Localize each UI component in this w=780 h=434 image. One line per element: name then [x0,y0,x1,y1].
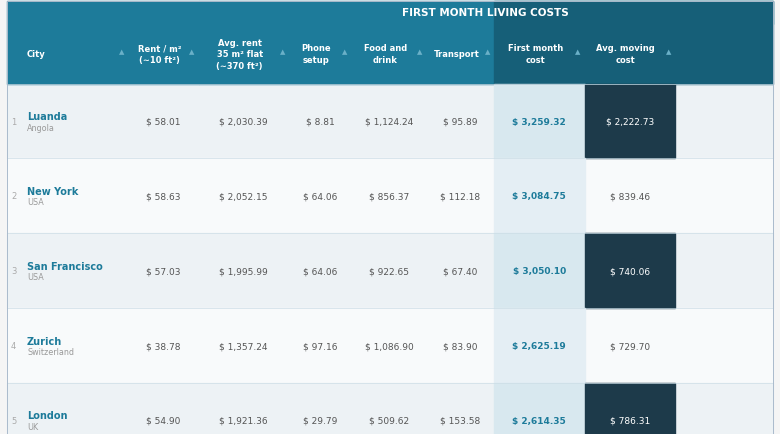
Bar [7,85,773,159]
Text: $ 29.79: $ 29.79 [303,416,338,425]
Bar [7,159,773,234]
Text: Phone
setup: Phone setup [302,44,331,65]
Bar [584,85,675,159]
Text: $ 54.90: $ 54.90 [146,416,180,425]
Bar [198,25,495,85]
Text: $ 729.70: $ 729.70 [610,341,650,350]
Text: UK: UK [27,422,38,431]
Bar [495,85,584,159]
Bar [7,2,198,85]
Text: $ 1,995.99: $ 1,995.99 [219,266,268,276]
Text: Transport: Transport [434,50,480,59]
Text: $ 922.65: $ 922.65 [369,266,410,276]
Text: Food and
drink: Food and drink [363,44,407,65]
Text: $ 1,357.24: $ 1,357.24 [219,341,268,350]
Text: USA: USA [27,273,44,282]
Bar [495,159,584,234]
Text: $ 2,052.15: $ 2,052.15 [219,192,268,201]
Text: ▲: ▲ [417,49,423,56]
Text: Rent / m²
(∼10 ft²): Rent / m² (∼10 ft²) [137,44,181,65]
Text: Avg. rent
35 m² flat
(∼370 ft²): Avg. rent 35 m² flat (∼370 ft²) [216,39,263,70]
Text: $ 2,614.35: $ 2,614.35 [512,416,566,425]
Bar [495,309,584,383]
Text: $ 64.06: $ 64.06 [303,192,338,201]
Text: $ 856.37: $ 856.37 [369,192,410,201]
Text: Avg. moving
cost: Avg. moving cost [597,44,655,65]
Text: $ 3,259.32: $ 3,259.32 [512,117,566,126]
Text: 5: 5 [11,416,16,425]
Text: $ 67.40: $ 67.40 [443,266,477,276]
Text: $ 58.01: $ 58.01 [146,117,180,126]
Text: $ 3,050.10: $ 3,050.10 [512,266,566,276]
Text: ▲: ▲ [279,49,285,56]
Text: 1: 1 [11,117,16,126]
Text: $ 2,625.19: $ 2,625.19 [512,341,566,350]
Text: $ 97.16: $ 97.16 [303,341,338,350]
Text: $ 740.06: $ 740.06 [610,266,650,276]
Text: 2: 2 [11,192,16,201]
Text: $ 8.81: $ 8.81 [306,117,335,126]
Bar [7,234,773,309]
Text: Angola: Angola [27,123,55,132]
Text: $ 58.63: $ 58.63 [146,192,180,201]
Text: $ 1,921.36: $ 1,921.36 [219,416,268,425]
Text: ▲: ▲ [342,49,348,56]
Text: $ 153.58: $ 153.58 [441,416,480,425]
Text: $ 64.06: $ 64.06 [303,266,338,276]
Text: London: London [27,411,68,421]
Text: $ 509.62: $ 509.62 [369,416,410,425]
Text: $ 839.46: $ 839.46 [610,192,650,201]
Text: 3: 3 [11,266,16,276]
Text: $ 112.18: $ 112.18 [441,192,480,201]
Text: USA: USA [27,198,44,207]
Text: Zurich: Zurich [27,336,62,346]
Text: $ 1,086.90: $ 1,086.90 [365,341,413,350]
Text: 4: 4 [11,341,16,350]
Bar [584,234,675,309]
Text: City: City [27,50,46,59]
Bar [584,383,675,434]
Text: New York: New York [27,187,78,197]
Text: San Francisco: San Francisco [27,261,103,271]
Text: $ 3,084.75: $ 3,084.75 [512,192,566,201]
Text: $ 786.31: $ 786.31 [610,416,650,425]
Text: $ 38.78: $ 38.78 [146,341,180,350]
Text: $ 57.03: $ 57.03 [146,266,180,276]
Text: Switzerland: Switzerland [27,347,74,356]
Text: ▲: ▲ [119,49,124,56]
Text: $ 2,222.73: $ 2,222.73 [605,117,654,126]
Bar [495,234,584,309]
Text: $ 83.90: $ 83.90 [443,341,477,350]
Text: First month
cost: First month cost [508,44,563,65]
Bar [198,2,773,25]
Text: $ 95.89: $ 95.89 [443,117,477,126]
Bar [495,383,584,434]
Text: ▲: ▲ [575,49,580,56]
Text: ▲: ▲ [189,49,194,56]
Text: $ 2,030.39: $ 2,030.39 [219,117,268,126]
Bar [7,383,773,434]
Bar [495,2,773,85]
Text: Luanda: Luanda [27,112,67,122]
Text: ▲: ▲ [665,49,671,56]
Text: FIRST MONTH LIVING COSTS: FIRST MONTH LIVING COSTS [402,8,569,18]
Text: $ 1,124.24: $ 1,124.24 [365,117,413,126]
Text: ▲: ▲ [485,49,490,56]
Bar [7,309,773,383]
